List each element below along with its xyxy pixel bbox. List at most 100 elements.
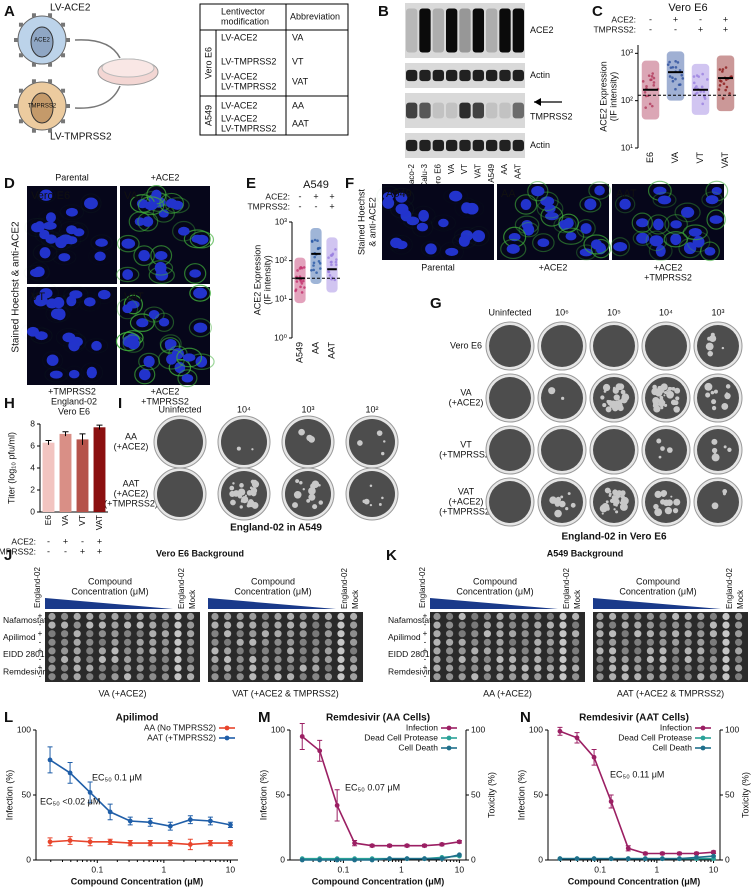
plate-well (646, 673, 655, 681)
blot-band (406, 102, 418, 119)
point (404, 856, 410, 862)
point (127, 818, 133, 824)
plate-well (312, 621, 320, 629)
label: ACE2 Expression (252, 245, 262, 316)
plate-well (596, 630, 604, 638)
membrane (701, 191, 723, 208)
y-tick-label: 10³ (621, 48, 633, 58)
panel-letter: L (4, 709, 13, 726)
annotation: EC₅₀ <0.02 μM (40, 796, 100, 806)
plate-well (659, 655, 667, 664)
plate-well (433, 655, 441, 664)
plaque (570, 502, 576, 508)
membrane (467, 225, 490, 247)
plate-well (224, 647, 232, 655)
plate-well (73, 664, 81, 672)
well (489, 481, 531, 523)
point (299, 857, 305, 863)
spread (666, 51, 685, 101)
cell-dot-texture (718, 68, 722, 71)
membrane (518, 221, 539, 238)
plate-well (546, 630, 555, 638)
spread (310, 227, 322, 284)
point (574, 856, 580, 862)
plate-well (299, 664, 307, 672)
label: England-02 (725, 568, 734, 609)
plaque (605, 406, 612, 413)
plaque (727, 447, 732, 452)
nucleus (58, 253, 71, 262)
plaque (707, 336, 712, 341)
plate-well (350, 655, 358, 664)
plate-well (634, 638, 642, 646)
point (422, 843, 427, 849)
cell-dot-texture (310, 269, 313, 272)
plate-well (659, 673, 667, 681)
label: VA (+ACE2) (98, 688, 146, 698)
concentration-wedge (430, 598, 558, 609)
plate-well (187, 621, 195, 629)
plaque (711, 405, 717, 411)
nucleus (154, 261, 167, 274)
bar (76, 439, 89, 512)
blot-band (472, 8, 484, 53)
legend-label: Dead Cell Protease (618, 732, 692, 742)
membrane (451, 233, 477, 249)
plate-well (274, 655, 282, 664)
label: England-02 in A549 (230, 523, 322, 534)
plate-well (261, 612, 269, 621)
plate-well (124, 655, 132, 664)
panel-letter: J (4, 547, 12, 564)
label: + (723, 24, 728, 34)
plate-well (521, 630, 529, 638)
nucleus (195, 355, 208, 368)
x-tick-label: E6 (43, 515, 53, 526)
plate-well (86, 664, 94, 672)
point (694, 855, 699, 860)
plaque (659, 395, 664, 400)
label: - (39, 672, 42, 681)
plate-well (446, 612, 454, 621)
plate-well (161, 655, 169, 664)
point (352, 840, 358, 846)
plate-well (634, 664, 642, 672)
legend-label: Cell Death (398, 742, 438, 752)
legend-marker (700, 735, 706, 741)
plaque (711, 335, 715, 339)
plate-well (483, 638, 491, 646)
plate-well (609, 630, 617, 638)
plate-well (324, 630, 332, 638)
plate-well (672, 664, 680, 672)
plaque (298, 428, 305, 436)
label: - (649, 14, 652, 24)
membrane (389, 199, 415, 219)
panel-letter: I (118, 395, 122, 412)
y-tick-label: 50 (22, 789, 32, 799)
cell-dot-texture (650, 104, 654, 108)
plate-well (596, 612, 604, 621)
plate-well (274, 630, 282, 638)
y-tick-label: 0 (725, 854, 730, 864)
label: (+ACE2) (449, 496, 484, 506)
point (677, 851, 682, 856)
plaque (666, 447, 673, 453)
blot-band (446, 102, 458, 119)
plaque (711, 447, 718, 454)
plaque (622, 490, 626, 493)
plate-well (684, 673, 692, 681)
series-line (559, 855, 714, 860)
cell-dot-texture (692, 81, 696, 85)
panel-letter: F (345, 175, 354, 192)
membrane (575, 244, 597, 261)
well (221, 419, 267, 465)
plate-well (646, 664, 655, 672)
plaque (232, 482, 235, 485)
plate-well (546, 655, 555, 664)
label: Toxicity (%) (740, 772, 750, 818)
plate-well (61, 630, 69, 638)
plaque (548, 387, 556, 395)
point (694, 851, 699, 856)
cell-dot-texture (329, 254, 333, 257)
plate-well (496, 621, 504, 629)
